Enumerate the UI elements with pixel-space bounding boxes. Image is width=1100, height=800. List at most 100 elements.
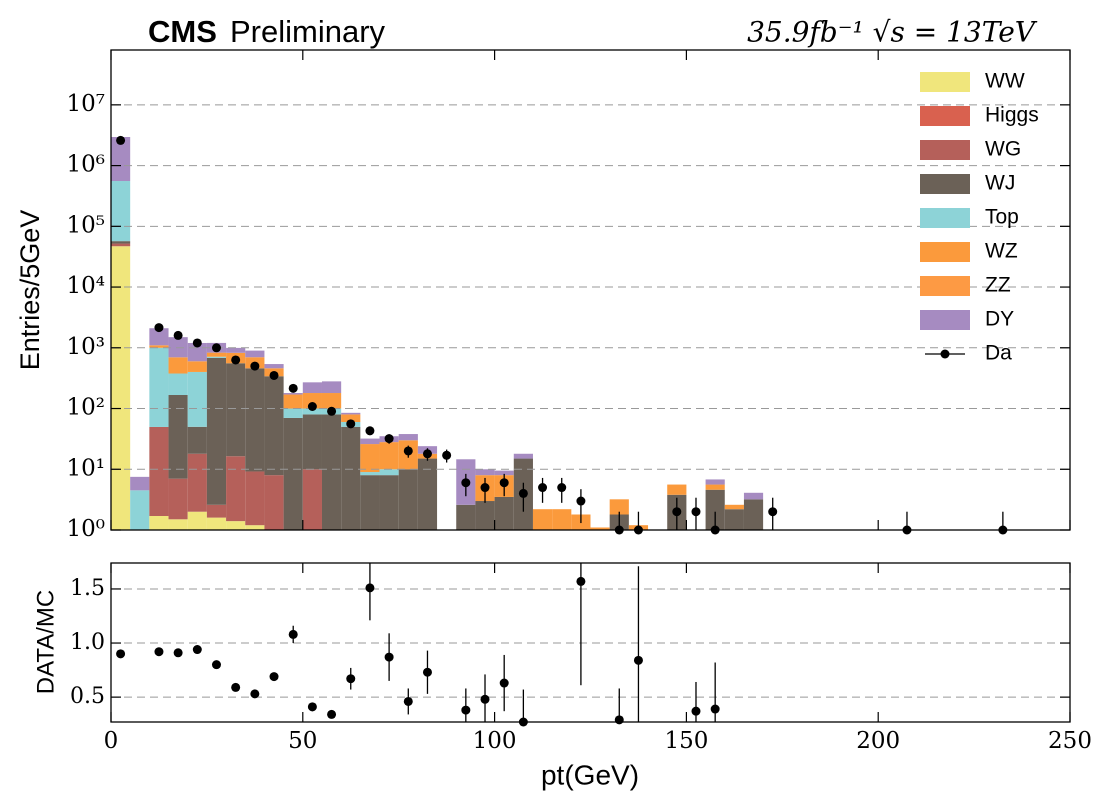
stack-bar <box>226 363 246 457</box>
data-point <box>307 401 317 411</box>
data-point <box>327 406 337 416</box>
stack-bar <box>111 136 131 182</box>
stack-bar <box>206 517 227 530</box>
ratio-point <box>365 583 375 593</box>
stack-bar <box>187 511 207 530</box>
stack-bar <box>321 393 342 409</box>
stack-bar <box>168 373 188 396</box>
ratio-point <box>269 672 279 682</box>
stack-bar <box>264 475 284 530</box>
stack-bar <box>264 364 284 369</box>
data-point <box>116 135 126 145</box>
y-tick-label: 10⁵ <box>67 212 106 238</box>
stack-bar <box>494 496 514 530</box>
legend-label: WG <box>985 138 1021 161</box>
stack-bar <box>111 246 131 530</box>
ratio-point <box>192 645 202 655</box>
stack-bar <box>149 345 169 348</box>
data-point <box>557 483 567 493</box>
y-tick-label: 1.0 <box>70 630 105 655</box>
ratio-point <box>307 702 317 712</box>
y-tick-label: 10³ <box>67 334 106 360</box>
x-tick-label: 0 <box>104 728 119 754</box>
stack-bar <box>302 382 322 394</box>
stack-bar <box>532 509 553 530</box>
data-point <box>154 323 164 333</box>
data-point <box>231 355 241 365</box>
data-point <box>250 361 260 371</box>
data-point <box>442 450 452 460</box>
y-tick-label: 10⁴ <box>67 273 106 299</box>
stack-bar <box>130 476 150 491</box>
stack-bar <box>743 499 764 530</box>
legend-label: ZZ <box>985 274 1011 297</box>
legend-label: WJ <box>985 172 1015 195</box>
data-point <box>499 478 509 488</box>
y-tick-label: 10² <box>67 395 106 421</box>
stack-bar <box>302 469 322 530</box>
ratio-point <box>614 715 624 725</box>
stack-bar <box>379 469 399 476</box>
legend-label: Top <box>985 206 1019 229</box>
legend-swatch <box>920 106 970 126</box>
stack-bar <box>475 469 495 476</box>
data-point <box>403 446 413 456</box>
stack-bar <box>149 426 169 517</box>
stack-bar <box>724 504 744 510</box>
data-point <box>538 483 548 493</box>
x-tick-label: 250 <box>1048 728 1092 754</box>
legend-marker <box>940 349 950 359</box>
stack-bar <box>245 350 265 358</box>
data-point <box>768 507 778 517</box>
ratio-point <box>116 649 126 659</box>
stack-bar <box>187 426 207 454</box>
x-axis-label: pt(GeV) <box>541 759 639 790</box>
stack-bar <box>321 414 342 530</box>
stack-bar <box>360 444 380 473</box>
cms-label: CMS <box>148 14 217 49</box>
stack-bar <box>667 484 687 495</box>
stack-bar <box>360 438 380 445</box>
stack-bar <box>321 381 342 394</box>
stack-bar <box>226 521 246 530</box>
y-axis-label: Entries/5GeV <box>15 210 45 371</box>
stack-bar <box>398 469 418 530</box>
x-tick-label: 150 <box>664 728 708 754</box>
stack-bar <box>341 412 361 415</box>
stack-bar <box>283 394 303 409</box>
data-point <box>422 449 432 459</box>
stack-bar <box>705 489 725 530</box>
data-point <box>346 419 356 429</box>
stack-bar <box>341 414 361 423</box>
legend-swatch <box>920 140 970 160</box>
ratio-point <box>710 704 720 714</box>
data-point <box>691 507 701 517</box>
stack-bar <box>705 479 725 485</box>
data-point <box>480 483 490 493</box>
ratio-point <box>211 660 221 670</box>
stack-bar <box>168 337 188 358</box>
stack-bar <box>379 475 399 530</box>
ratio-point <box>288 629 298 639</box>
ratio-point <box>154 647 164 657</box>
ratio-point <box>250 689 260 699</box>
stack-bar <box>168 357 188 374</box>
ratio-frame <box>110 562 1071 723</box>
data-point <box>211 343 221 353</box>
data-point <box>192 338 202 348</box>
stack-bar <box>130 490 150 530</box>
legend-label: DY <box>985 308 1014 331</box>
ratio-point <box>384 652 394 662</box>
stack-bar <box>475 501 495 530</box>
stack-bar <box>456 504 476 530</box>
stack-bar <box>341 426 361 530</box>
stack-bar <box>226 347 246 353</box>
stack-bar <box>187 361 207 372</box>
stack-bar <box>302 414 322 470</box>
ratio-point <box>327 709 337 719</box>
lumi-label: 35.9fb⁻¹ √s = 13TeV <box>747 16 1038 49</box>
legend-label: Da <box>985 342 1012 365</box>
ratio-point <box>480 694 490 704</box>
data-point <box>173 330 183 340</box>
